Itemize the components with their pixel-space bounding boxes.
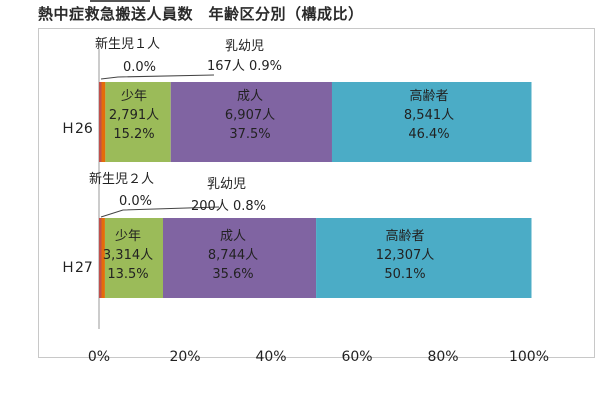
- leader-line-h27-infant: [100, 206, 220, 218]
- chart-title: 熱中症救急搬送人員数 年齢区分別（構成比）: [38, 5, 364, 23]
- segment-name: 高齢者: [385, 229, 425, 244]
- segment-percent: 13.5%: [107, 267, 149, 282]
- segment-name: 高齢者: [409, 89, 449, 104]
- segment-label-h27-youth: 少年 3,314人 13.5%: [103, 227, 153, 284]
- bar-segment-h27-3: [162, 218, 317, 298]
- x-tick-label: 20%: [169, 349, 201, 365]
- bar-segment-h27-4: [316, 218, 532, 298]
- category-label-h27: Ｈ27: [61, 260, 93, 276]
- callout-h27-infant-value: 200人 0.8%: [191, 199, 266, 214]
- segment-count: 2,791人: [108, 108, 160, 123]
- segment-count: 6,907人: [224, 108, 276, 123]
- bar-segment-h27-0: [99, 218, 102, 298]
- segment-count: 3,314人: [102, 248, 154, 263]
- bar-segment-h26-4: [331, 82, 532, 162]
- x-tick-label: 80%: [427, 349, 459, 365]
- segment-name: 成人: [219, 229, 246, 244]
- bar-segment-h26-0: [99, 82, 102, 162]
- segment-label-h27-elderly: 高齢者 12,307人 50.1%: [376, 227, 435, 284]
- segment-label-h26-elderly: 高齢者 8,541人 46.4%: [404, 87, 454, 144]
- bar-segment-h26-3: [170, 82, 332, 162]
- segment-label-h26-youth: 少年 2,791人 15.2%: [109, 87, 159, 144]
- segment-percent: 50.1%: [384, 267, 426, 282]
- callout-h26-newborn-percent: 0.0%: [123, 60, 157, 75]
- x-tick-label: 100%: [508, 349, 550, 365]
- callout-h27-infant: 乳幼児: [207, 177, 247, 192]
- callout-h26-infant: 乳幼児: [225, 39, 265, 54]
- segment-percent: 46.4%: [408, 127, 450, 142]
- leader-line-h26-infant: [100, 74, 215, 80]
- x-tick-label: 60%: [341, 349, 373, 365]
- segment-percent: 35.6%: [212, 267, 254, 282]
- callout-h27-newborn: 新生児２人: [89, 172, 155, 187]
- x-tick-label: 0%: [87, 349, 111, 365]
- segment-percent: 37.5%: [229, 127, 271, 142]
- segment-name: 成人: [236, 89, 263, 104]
- bar-segment-h27-2: [104, 218, 163, 298]
- bar-segment-h27-1: [101, 218, 105, 298]
- x-tick-label: 40%: [255, 349, 287, 365]
- callout-h26-newborn: 新生児１人: [95, 37, 161, 52]
- segment-count: 12,307人: [375, 248, 435, 263]
- bar-segment-h26-2: [105, 82, 171, 162]
- category-label-h26: Ｈ26: [61, 121, 93, 137]
- callout-h27-newborn-percent: 0.0%: [119, 194, 153, 209]
- segment-label-h26-adult: 成人 6,907人 37.5%: [225, 87, 275, 144]
- segment-label-h27-adult: 成人 8,744人 35.6%: [208, 227, 258, 284]
- segment-name: 少年: [120, 89, 147, 104]
- segment-count: 8,541人: [403, 108, 455, 123]
- segment-percent: 15.2%: [113, 127, 155, 142]
- plot-svg: [98, 49, 532, 329]
- callout-h26-infant-value: 167人 0.9%: [207, 59, 282, 74]
- chart-area: Ｈ26 Ｈ27 0% 20% 40% 60% 80% 100% 少年 2,791…: [38, 28, 595, 365]
- title-overline: [90, 0, 150, 2]
- segment-count: 8,744人: [207, 248, 259, 263]
- bar-segment-h26-1: [101, 82, 106, 162]
- segment-name: 少年: [114, 229, 141, 244]
